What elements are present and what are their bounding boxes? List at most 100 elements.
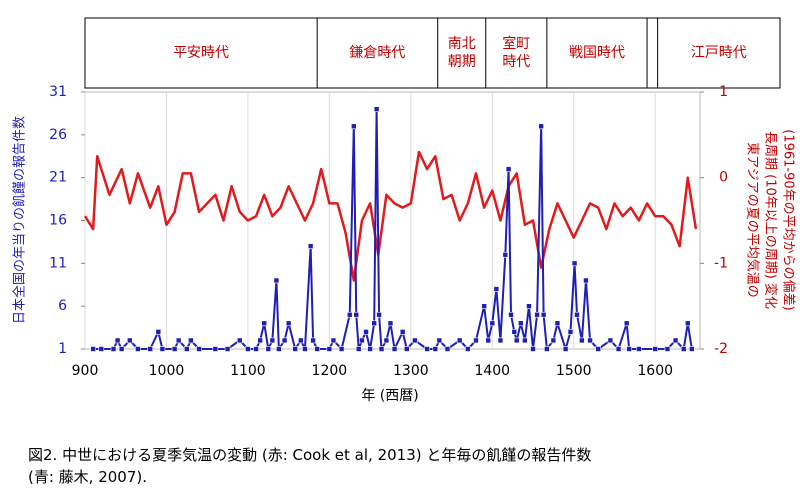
famine-marker <box>680 346 687 352</box>
famine-marker <box>636 346 642 352</box>
famine-marker <box>444 346 451 352</box>
famine-marker <box>330 337 337 344</box>
famine-marker <box>269 337 276 344</box>
famine-marker <box>171 346 178 352</box>
y-tick-label: 6 <box>58 298 67 314</box>
y2-axis-label: 東アジアの夏の平均気温の <box>745 142 761 297</box>
famine-marker <box>554 320 561 327</box>
famine-marker <box>292 346 298 352</box>
famine-marker <box>257 337 263 344</box>
famine-marker <box>689 346 695 352</box>
famine-marker <box>607 337 614 344</box>
famine-marker <box>110 346 117 352</box>
x-tick-label: 1500 <box>556 363 592 379</box>
famine-marker <box>562 346 569 352</box>
famine-marker <box>550 337 557 344</box>
famine-marker <box>310 337 316 344</box>
famine-marker <box>224 346 231 352</box>
famine-line <box>93 108 693 350</box>
famine-marker <box>351 123 357 130</box>
x-tick-label: 900 <box>72 363 99 379</box>
famine-marker <box>212 346 219 352</box>
famine-marker <box>147 346 153 352</box>
y-tick-label: 16 <box>49 213 67 229</box>
famine-marker <box>127 337 133 344</box>
famine-marker <box>626 346 632 352</box>
famine-marker <box>359 337 365 344</box>
y2-axis-label: (1961-90年の平均からの偏差) <box>781 129 796 310</box>
famine-marker <box>595 346 601 352</box>
famine-marker <box>236 337 243 344</box>
x-tick-label: 1200 <box>312 363 348 379</box>
famine-marker <box>353 311 360 318</box>
famine-marker <box>253 346 259 352</box>
famine-marker <box>383 337 390 344</box>
famine-marker <box>652 346 658 352</box>
famine-marker <box>273 277 280 284</box>
era-label: 平安時代 <box>173 45 229 61</box>
famine-marker <box>338 346 345 352</box>
caption: (青: 藤木, 2007). <box>28 468 147 486</box>
x-tick-label: 1300 <box>393 363 429 379</box>
famine-marker <box>412 337 418 344</box>
famine-marker <box>367 346 373 352</box>
y-tick-label: 1 <box>58 341 67 357</box>
y2-tick-label: -1 <box>714 255 728 271</box>
famine-marker <box>159 346 166 352</box>
era-header <box>84 17 781 89</box>
y2-tick-label: 0 <box>719 170 728 186</box>
famine-marker <box>285 320 292 327</box>
famine-marker <box>118 346 125 352</box>
era-label: 室町 <box>502 35 530 52</box>
y2-axis-label: 長周期 (10年以上の周期) 変化 <box>763 131 779 309</box>
famine-marker <box>314 346 320 352</box>
famine-marker <box>615 346 622 352</box>
famine-marker <box>456 337 463 344</box>
famine-marker <box>281 337 288 344</box>
era-label: 鎌倉時代 <box>349 45 405 61</box>
famine-marker <box>522 337 528 344</box>
y2-tick-label: 1 <box>719 84 728 100</box>
famine-marker <box>265 346 272 352</box>
famine-marker <box>355 346 362 352</box>
famine-marker <box>497 337 504 344</box>
famine-marker <box>473 337 479 344</box>
famine-marker <box>135 346 141 352</box>
famine-marker <box>298 337 304 344</box>
famine-marker <box>245 346 251 352</box>
famine-marker <box>188 337 194 344</box>
famine-marker <box>436 337 443 344</box>
famine-marker <box>373 106 380 112</box>
era-label: 戦国時代 <box>569 45 625 61</box>
x-tick-label: 1000 <box>149 363 185 379</box>
era-label: 時代 <box>502 54 530 70</box>
famine-marker <box>302 346 308 352</box>
y-tick-label: 26 <box>49 127 67 143</box>
famine-marker <box>485 337 492 344</box>
era-label: 江戸時代 <box>691 45 747 61</box>
famine-marker <box>574 311 580 318</box>
famine-marker <box>481 303 487 309</box>
x-tick-label: 1400 <box>474 363 510 379</box>
famine-marker <box>465 346 471 352</box>
famine-marker <box>175 337 182 344</box>
era-label: 朝期 <box>448 54 476 70</box>
famine-marker <box>276 346 282 352</box>
famine-marker <box>672 337 679 344</box>
y-tick-label: 21 <box>49 170 67 186</box>
caption: 図2. 中世における夏季気温の変動 (赤: Cook et al, 2013) … <box>28 446 591 464</box>
famine-marker <box>538 123 544 130</box>
famine-marker <box>530 346 536 352</box>
famine-marker <box>424 346 430 352</box>
famine-marker <box>567 329 574 335</box>
famine-marker <box>508 311 514 318</box>
temperature-line <box>83 150 698 282</box>
x-axis-label: 年 (西暦) <box>361 388 418 404</box>
famine-marker <box>90 346 96 352</box>
famine-marker <box>493 286 500 292</box>
famine-marker <box>540 311 547 318</box>
famine-marker <box>534 311 540 318</box>
famine-marker <box>526 303 532 309</box>
famine-marker <box>544 346 550 352</box>
famine-marker <box>664 346 671 352</box>
